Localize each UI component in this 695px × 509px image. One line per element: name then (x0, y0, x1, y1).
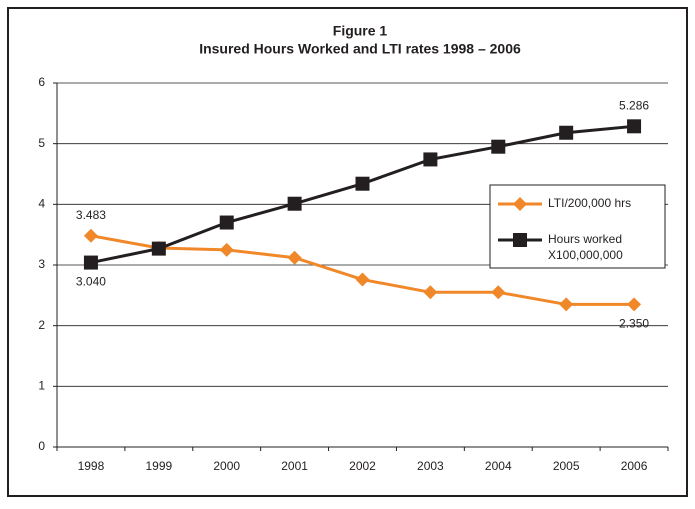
y-tick-label: 6 (38, 75, 45, 89)
x-tick-label: 2005 (553, 459, 580, 473)
point (219, 215, 234, 230)
point (627, 119, 642, 134)
point (423, 152, 438, 167)
point (151, 241, 166, 256)
chart-subtitle: Insured Hours Worked and LTI rates 1998 … (199, 41, 521, 57)
point (83, 228, 98, 243)
legend-label: Hours worked X100,000,000 (548, 232, 623, 262)
point (355, 272, 370, 287)
data-label: 2.350 (619, 317, 649, 331)
point (513, 197, 527, 211)
data-label: 5.286 (619, 98, 649, 112)
x-tick-label: 2000 (213, 459, 240, 473)
point (559, 125, 574, 140)
point (83, 255, 98, 270)
y-tick-label: 0 (38, 439, 45, 453)
x-tick-label: 1999 (145, 459, 172, 473)
point (423, 285, 438, 300)
y-tick-label: 5 (38, 136, 45, 150)
y-tick-label: 4 (38, 197, 45, 211)
x-tick-label: 2006 (621, 459, 648, 473)
y-tick-label: 1 (38, 379, 45, 393)
point (491, 285, 506, 300)
point (491, 139, 506, 154)
legend-label: LTI/200,000 hrs (548, 196, 631, 210)
y-tick-label: 3 (38, 257, 45, 271)
chart-title: Figure 1 (333, 23, 388, 39)
x-tick-label: 1998 (78, 459, 105, 473)
x-tick-label: 2001 (281, 459, 308, 473)
x-tick-label: 2002 (349, 459, 376, 473)
point (219, 242, 234, 257)
data-label: 3.040 (76, 275, 106, 289)
point (559, 297, 574, 312)
point (287, 196, 302, 211)
point (627, 297, 642, 312)
point (287, 250, 302, 265)
x-tick-label: 2004 (485, 459, 512, 473)
point (513, 233, 527, 247)
point (355, 176, 370, 191)
y-tick-label: 2 (38, 318, 45, 332)
data-label: 3.483 (76, 208, 106, 222)
x-tick-label: 2003 (417, 459, 444, 473)
